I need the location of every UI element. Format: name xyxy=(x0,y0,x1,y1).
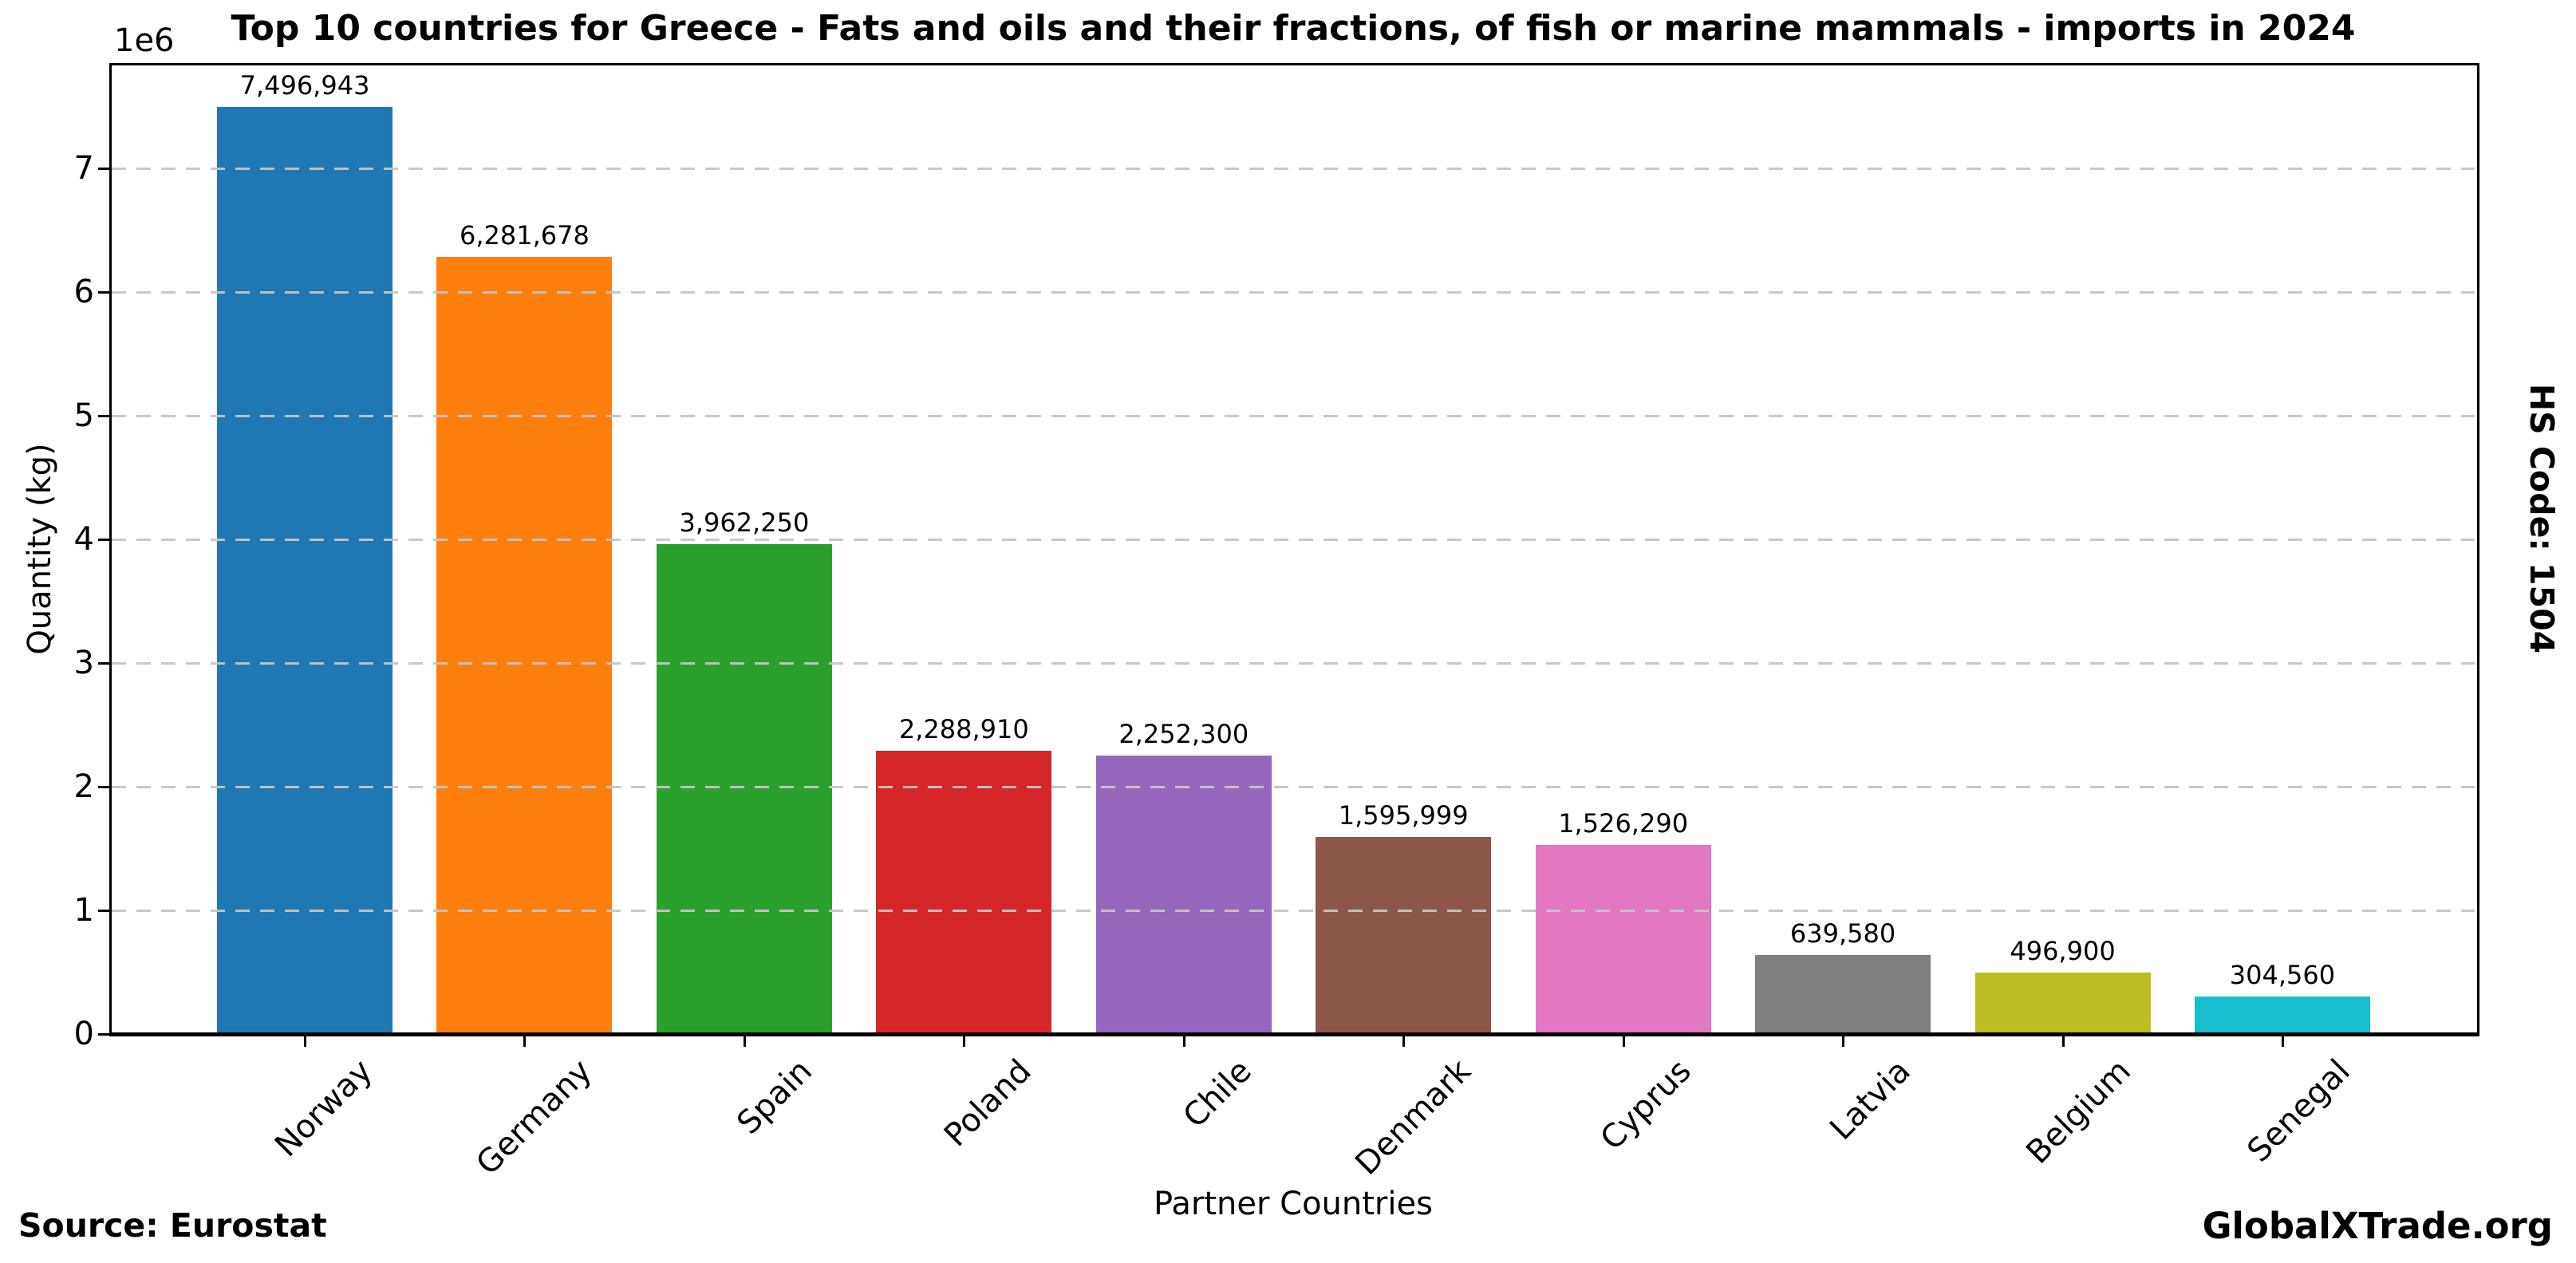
bar xyxy=(436,257,613,1034)
y-tick-label: 6 xyxy=(73,273,94,310)
bar-value-label: 304,560 xyxy=(2229,959,2336,990)
x-axis-tick xyxy=(304,1035,306,1047)
y-axis-tick xyxy=(98,538,110,541)
gridline xyxy=(112,785,2475,788)
gridline xyxy=(112,290,2475,294)
bar xyxy=(1974,972,2151,1034)
x-axis-tick xyxy=(743,1035,746,1047)
y-axis-offset-text: 1e6 xyxy=(114,22,175,59)
x-axis-tick xyxy=(523,1035,527,1047)
x-axis-tick xyxy=(2281,1035,2284,1047)
y-tick-label: 1 xyxy=(73,891,94,929)
x-axis-tick xyxy=(2061,1035,2065,1047)
x-axis-tick xyxy=(1182,1035,1185,1047)
bar-value-label: 2,252,300 xyxy=(1118,718,1249,749)
gridline xyxy=(112,909,2475,912)
bar-value-label: 496,900 xyxy=(2010,935,2116,966)
chart-title: Top 10 countries for Greece - Fats and o… xyxy=(231,8,2356,49)
x-axis-label: Partner Countries xyxy=(1154,1186,1433,1222)
x-axis-tick xyxy=(1402,1035,1406,1047)
bar xyxy=(217,106,393,1034)
bar-value-label: 7,496,943 xyxy=(239,69,370,101)
y-axis-tick xyxy=(98,785,110,788)
bar xyxy=(876,751,1052,1034)
source-note: Source: Eurostat xyxy=(18,1206,327,1245)
hs-code-label: HS Code: 1504 xyxy=(2523,383,2561,654)
y-axis-tick xyxy=(98,1033,110,1036)
x-axis-tick xyxy=(1622,1035,1625,1047)
gridline xyxy=(112,414,2475,417)
bar-value-label: 1,595,999 xyxy=(1338,799,1469,831)
gridline xyxy=(112,167,2475,170)
y-tick-label: 0 xyxy=(73,1016,94,1052)
y-axis-tick xyxy=(98,909,110,912)
website-branding: GlobalXTrade.org xyxy=(2202,1205,2553,1247)
plot-right-spine xyxy=(2477,63,2479,1036)
x-axis-tick xyxy=(963,1035,966,1047)
y-axis-tick xyxy=(98,290,110,294)
y-axis-tick xyxy=(98,414,110,417)
gridline xyxy=(112,661,2475,665)
y-tick-label: 7 xyxy=(73,149,94,187)
bar xyxy=(1535,845,1711,1034)
bar-value-label: 3,962,250 xyxy=(679,507,810,538)
plot-bottom-spine xyxy=(109,1032,2479,1036)
bar-value-label: 1,526,290 xyxy=(1558,808,1689,839)
bar-value-label: 639,580 xyxy=(1789,918,1896,949)
y-tick-label: 2 xyxy=(73,768,94,805)
y-axis-tick xyxy=(98,661,110,665)
plot-top-spine xyxy=(109,63,2479,65)
y-axis-tick xyxy=(98,167,110,170)
y-tick-label: 4 xyxy=(73,520,94,558)
bar xyxy=(1316,836,1492,1034)
bar xyxy=(1755,954,1931,1034)
gridline xyxy=(112,538,2475,541)
x-axis-tick xyxy=(1842,1035,1845,1047)
y-tick-label: 5 xyxy=(73,397,94,434)
y-tick-label: 3 xyxy=(73,644,94,681)
plot-left-spine xyxy=(109,63,112,1036)
bar-value-label: 6,281,678 xyxy=(460,220,590,251)
bar xyxy=(2194,996,2370,1034)
bar-value-label: 2,288,910 xyxy=(898,714,1029,745)
bar xyxy=(1095,755,1272,1034)
bar xyxy=(656,543,832,1034)
